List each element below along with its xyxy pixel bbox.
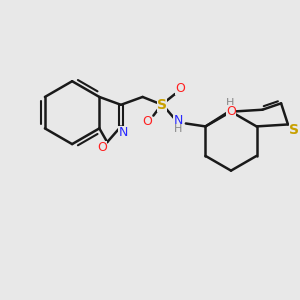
Text: H: H [174,124,182,134]
Text: H: H [226,98,234,108]
Text: N: N [118,126,128,139]
Text: O: O [98,141,107,154]
Text: S: S [157,98,167,112]
Text: N: N [173,114,183,127]
Text: O: O [226,105,236,118]
Text: O: O [175,82,185,94]
Text: O: O [142,115,152,128]
Text: S: S [289,123,299,137]
